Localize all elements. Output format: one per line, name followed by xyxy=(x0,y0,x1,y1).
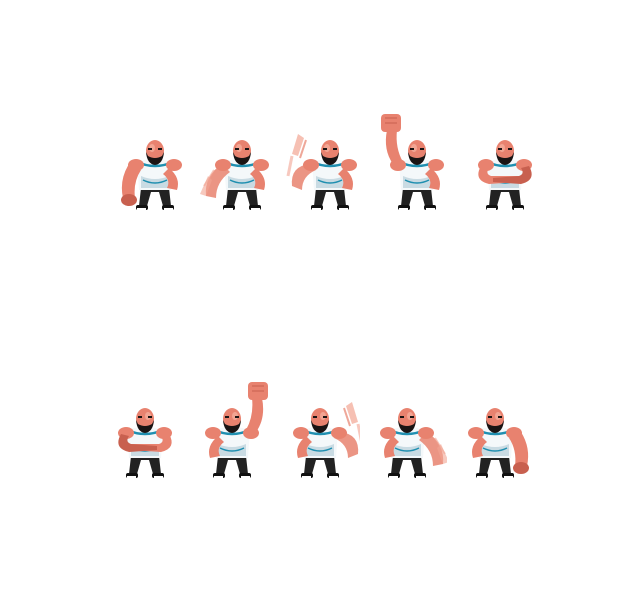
sprite-frame-row-bottom-1 xyxy=(118,408,172,478)
sprite-frame-row-top-3 xyxy=(286,134,357,210)
sprite-frame-row-top-4 xyxy=(381,114,444,210)
sprite-frame-row-top-2 xyxy=(200,140,269,210)
sprite-row-top xyxy=(121,114,532,210)
sprite-frame-row-bottom-2 xyxy=(205,382,268,478)
sprite-frame-row-top-5 xyxy=(478,140,532,210)
sprite-frame-row-top-1 xyxy=(121,140,182,210)
sprite-frame-row-bottom-4 xyxy=(380,408,447,478)
sprite-frame-row-bottom-3 xyxy=(293,402,360,478)
sprite-frame-row-bottom-5 xyxy=(468,408,529,478)
